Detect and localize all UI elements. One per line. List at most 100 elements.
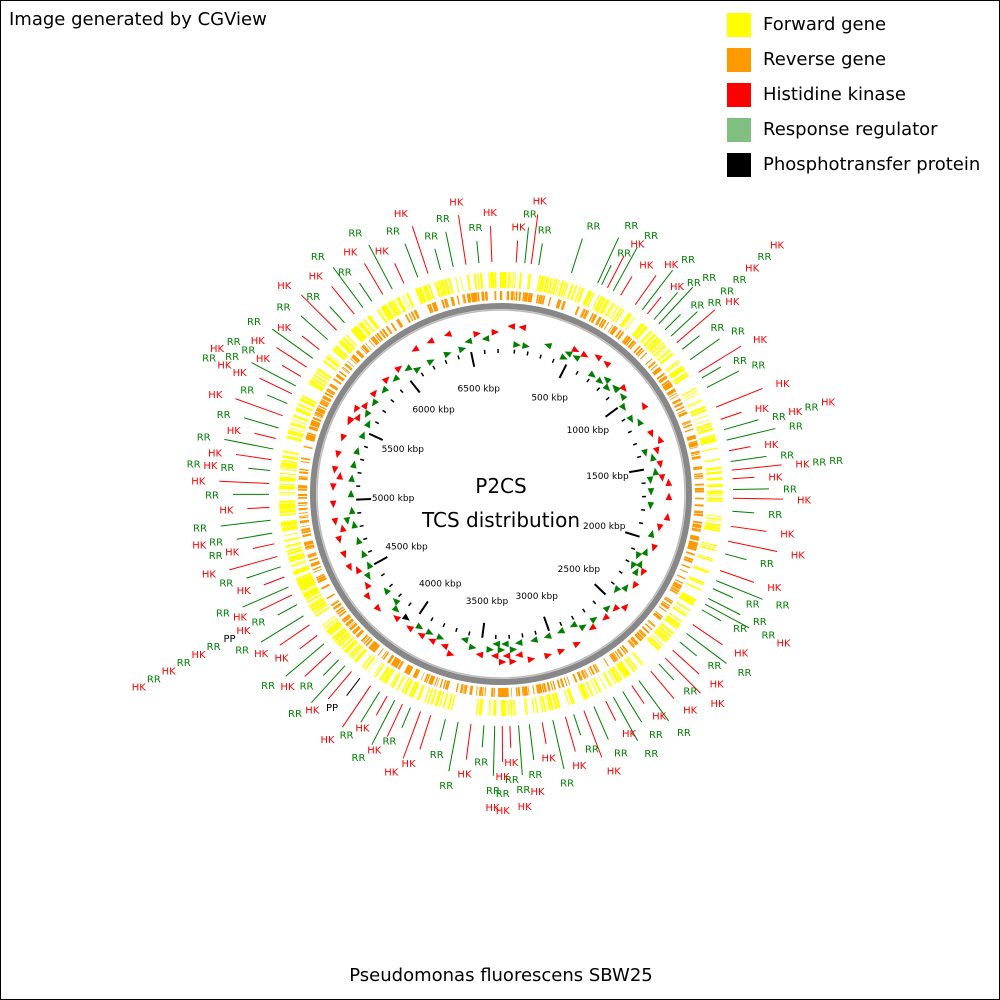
rr-label: RR [219, 578, 233, 589]
forward-gene-mark [389, 672, 399, 687]
reverse-gene-mark [693, 465, 703, 469]
rr-label: RR [216, 609, 230, 620]
rr-label: RR [436, 214, 450, 225]
forward-gene-mark [336, 631, 350, 645]
reverse-gene-mark [323, 395, 332, 401]
reverse-gene-mark [342, 366, 350, 374]
reverse-gene-mark [538, 683, 543, 694]
forward-gene-mark [545, 277, 551, 294]
rr-label: RR [720, 287, 734, 298]
forward-gene-mark [700, 439, 717, 446]
reverse-gene-mark [686, 434, 696, 439]
hk-label: HK [780, 529, 795, 540]
forward-gene-mark [323, 617, 338, 629]
forward-gene-mark [592, 677, 602, 693]
forward-gene-mark [546, 694, 552, 711]
minor-tick [621, 418, 626, 422]
forward-gene-mark [666, 615, 680, 627]
reverse-gene-mark [690, 536, 700, 539]
reverse-gene-mark [623, 336, 631, 345]
forward-gene-mark [531, 697, 535, 714]
tcs-marker [436, 633, 445, 640]
reverse-gene-mark [426, 304, 433, 314]
forward-gene-mark [675, 601, 691, 612]
reverse-gene-mark [665, 596, 674, 603]
reverse-gene-mark [693, 473, 704, 476]
reverse-gene-mark [299, 471, 309, 474]
forward-gene-mark [697, 427, 714, 434]
hk-label: HK [305, 706, 320, 717]
forward-gene-mark [346, 334, 358, 347]
forward-gene-mark [693, 566, 709, 574]
rr-label: RR [430, 750, 444, 761]
forward-gene-mark [557, 280, 563, 297]
reverse-gene-mark [316, 575, 326, 581]
rr-label: RR [251, 618, 265, 629]
tcs-marker [443, 330, 453, 337]
feature-leader-line [731, 464, 782, 471]
feature-leader-line [247, 506, 270, 510]
reverse-gene-mark [467, 293, 472, 303]
forward-gene-mark [280, 521, 298, 526]
forward-gene-mark [619, 312, 630, 327]
legend-item-phosphotransfer-protein: Phosphotransfer protein [727, 147, 980, 182]
forward-gene-mark [657, 349, 671, 362]
reverse-gene-mark [588, 312, 595, 322]
reverse-gene-mark [523, 292, 526, 302]
forward-gene-mark [666, 361, 681, 373]
forward-gene-mark [699, 434, 716, 440]
reverse-gene-mark [658, 375, 667, 383]
forward-gene-mark [668, 365, 684, 377]
reverse-gene-mark [628, 341, 636, 349]
forward-gene-mark [299, 579, 315, 589]
forward-gene-mark [447, 693, 453, 710]
forward-gene-mark [670, 367, 684, 377]
forward-gene-mark [523, 698, 527, 715]
reverse-gene-mark [301, 528, 311, 532]
reverse-gene-mark [445, 298, 450, 308]
feature-leader-line [704, 603, 750, 629]
minor-tick [627, 430, 632, 434]
feature-leader-line [658, 663, 675, 681]
reverse-gene-mark [391, 657, 398, 666]
rr-label: RR [338, 267, 352, 278]
feature-leader-line [224, 438, 274, 450]
forward-gene-mark [686, 582, 702, 592]
forward-gene-mark [296, 407, 312, 415]
forward-gene-mark [383, 668, 394, 684]
forward-gene-mark [624, 657, 636, 672]
forward-gene-mark [419, 287, 426, 303]
forward-gene-mark [285, 542, 302, 548]
feature-leader-line [341, 685, 371, 728]
forward-gene-mark [286, 435, 303, 442]
minor-tick [618, 570, 623, 574]
reverse-gene-mark [541, 295, 546, 305]
reverse-gene-mark [621, 644, 629, 654]
tcs-marker [544, 343, 553, 350]
forward-gene-mark [668, 612, 683, 623]
hk-label: HK [745, 263, 760, 274]
forward-gene-mark [343, 336, 356, 350]
feature-leader-line [300, 294, 338, 331]
tcs-strand-markers [329, 323, 673, 666]
reverse-gene-mark [377, 648, 384, 656]
forward-gene-mark [396, 675, 406, 691]
tcs-marker [658, 473, 666, 482]
reverse-gene-mark [687, 546, 697, 551]
reverse-gene-mark [694, 504, 704, 507]
rr-label: RR [783, 485, 797, 496]
forward-gene-mark [616, 663, 628, 678]
forward-gene-mark [696, 423, 712, 430]
reverse-gene-mark [563, 677, 568, 687]
rr-label: RR [205, 490, 219, 501]
feature-leader-line [489, 226, 493, 263]
forward-gene-mark [509, 699, 513, 716]
tcs-marker [665, 492, 673, 501]
forward-gene-mark [646, 337, 659, 349]
reverse-gene-mark [300, 460, 310, 464]
forward-gene-mark [615, 664, 626, 679]
tcs-marker [619, 383, 627, 392]
reverse-gene-mark [670, 586, 680, 593]
feature-leader-line [518, 725, 523, 776]
